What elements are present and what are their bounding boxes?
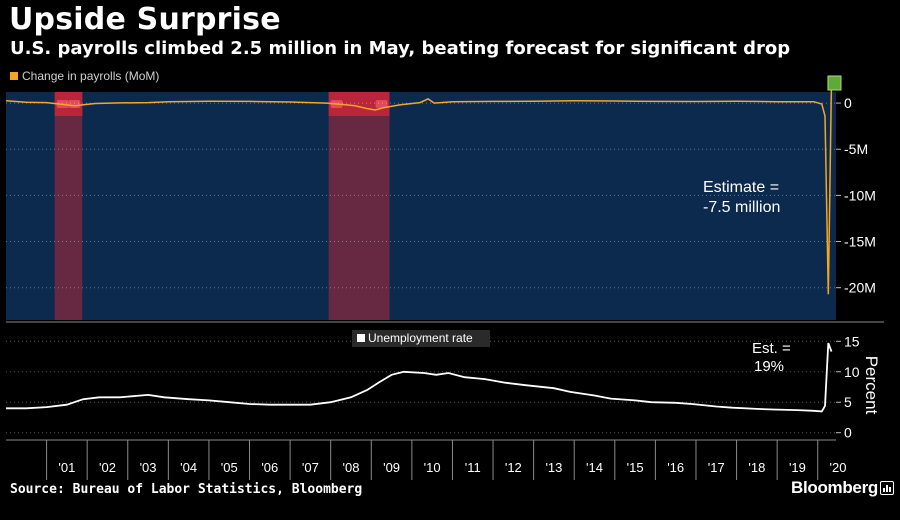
chart-subtitle: U.S. payrolls climbed 2.5 million in May… [10,38,791,59]
payroll-y-tick-label: -20M [844,280,876,296]
chart-title: Upside Surprise [9,2,281,37]
unemployment-gridlines [6,340,836,434]
recession-band [54,92,83,320]
payroll-y-axis: 0 -5M -10M -15M -20M [836,95,876,296]
x-tick-label: '17 [708,460,725,475]
unemployment-y-tick-label: 10 [844,364,860,380]
unemployment-y-axis: 0 5 10 15 [836,333,860,441]
unemployment-y-tick-label: 5 [844,394,852,410]
payroll-y-tick-label: -15M [844,234,876,250]
estimate-marker [827,75,842,91]
payroll-legend-swatch [10,72,18,80]
x-tick-label: '07 [302,460,319,475]
x-tick-label: '08 [343,460,360,475]
x-axis: '01 '02 '03 '04 '05 '06 '07 '08 '09 '10 '11 '12 '13 '… [46,440,847,480]
source-note: Source: Bureau of Labor Statistics, Bloo… [10,482,363,497]
x-tick-label: '19 [789,460,806,475]
payroll-panel-background [6,92,836,320]
unemployment-series-line [6,342,833,413]
payroll-legend-label: Change in payrolls (MoM) [22,69,159,83]
x-tick-label: '14 [586,460,603,475]
payroll-series-line [5,79,834,295]
payroll-y-tick-label: -10M [844,187,876,203]
x-tick-label: '11 [465,460,481,475]
unemployment-legend-background [352,330,490,347]
unemployment-y-tick-label: 15 [844,333,860,349]
x-tick-label: '16 [667,460,684,475]
x-tick-label: '15 [627,460,644,475]
recession-end-tag [68,100,81,108]
unemployment-y-tick-label: 0 [844,425,852,441]
payroll-y-tick-label: 0 [844,95,852,111]
recession-end-tag [375,100,388,108]
unemployment-legend-label: Unemployment rate [368,331,473,345]
payroll-annotation-line-1: Estimate = [703,179,779,196]
x-tick-label: '12 [505,460,522,475]
x-tick-label: '05 [221,460,238,475]
x-tick-label: '20 [830,460,847,475]
x-tick-label: '09 [383,460,400,475]
x-tick-label: '04 [180,460,197,475]
recession-band [328,92,390,320]
unemployment-y-axis-label: Percent [862,356,881,415]
x-tick-label: '02 [99,460,116,475]
payroll-y-tick-label: -5M [844,141,868,157]
bloomberg-logo: Bloomberg [790,478,878,497]
bloomberg-chart-icon [880,481,894,495]
x-tick-label: '13 [545,460,562,475]
x-tick-label: '03 [140,460,157,475]
x-tick-label: '01 [58,460,75,475]
unemployment-annotation-line-1: Est. = [752,340,791,357]
payroll-annotation-line-2: -7.5 million [703,199,780,216]
x-tick-label: '10 [424,460,441,475]
x-tick-label: '06 [261,460,278,475]
x-tick-label: '18 [748,460,765,475]
unemployment-annotation-line-2: 19% [754,358,784,375]
unemployment-legend-swatch [357,334,365,342]
